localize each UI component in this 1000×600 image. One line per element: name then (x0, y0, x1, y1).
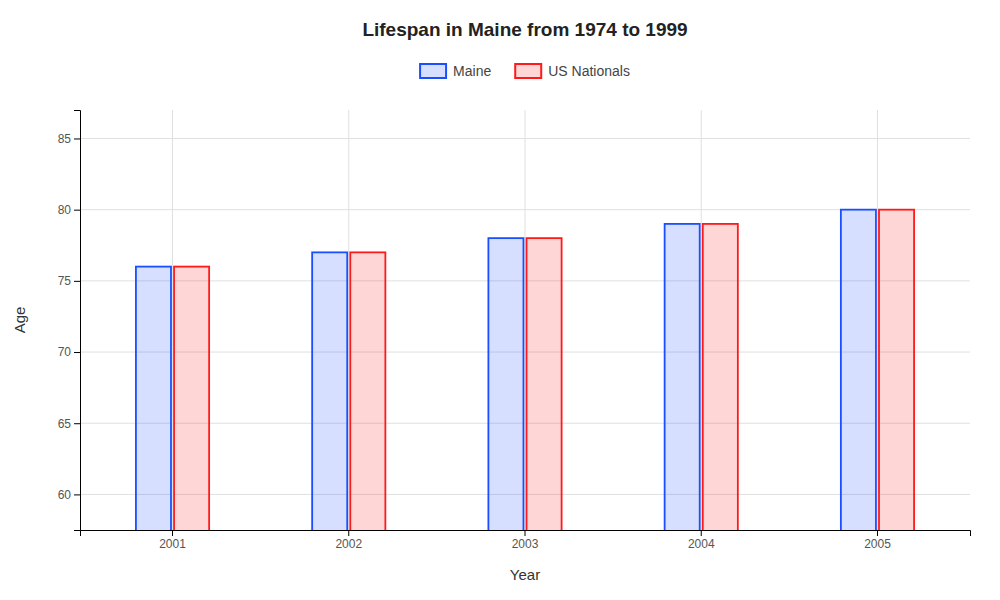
x-tick: 2005 (864, 530, 891, 551)
x-axis-title: Year (510, 566, 540, 583)
x-tick-mark (525, 530, 526, 536)
bar-series (174, 210, 914, 530)
y-tick-mark (74, 210, 80, 211)
x-tick-mark (172, 530, 173, 536)
y-tick-mark (74, 423, 80, 424)
x-tick-mark (877, 530, 878, 536)
grid-line-x (172, 110, 173, 530)
bar (841, 210, 876, 530)
y-tick: 85 (58, 132, 80, 146)
bar (312, 252, 347, 530)
chart: 60 65 70 75 80 85 2001 2002 2003 2004 2005 Year Age L… (0, 0, 1000, 600)
legend-swatch (420, 64, 446, 78)
plot: 60 65 70 75 80 85 2001 2002 2003 2004 2005 (58, 110, 971, 600)
bar (527, 238, 562, 530)
y-tick-label: 70 (58, 345, 72, 359)
y-axis: 60 65 70 75 80 85 (58, 111, 81, 531)
y-tick: 65 (58, 417, 80, 431)
title: Lifespan in Maine from 1974 to 1999 (362, 19, 687, 40)
legend-swatch (515, 64, 541, 78)
grid-line-x (525, 110, 526, 530)
legend-item: US Nationals (515, 63, 630, 79)
x-tick-label: 2002 (335, 537, 362, 551)
y-tick-mark (74, 494, 80, 495)
x-tick: 2002 (335, 530, 362, 551)
y-tick-mark (74, 281, 80, 282)
x-tick-label: 2004 (688, 537, 715, 551)
bar (136, 267, 171, 530)
grid-line-x (348, 110, 349, 530)
x-tick-label: 2001 (159, 537, 186, 551)
y-tick-label: 80 (58, 203, 72, 217)
bars (136, 210, 914, 530)
grid-line-x (701, 110, 702, 530)
y-tick: 60 (58, 488, 80, 502)
y-tick-mark (74, 138, 80, 139)
bar (665, 224, 700, 530)
x-axis: 2001 2002 2003 2004 2005 (81, 530, 971, 551)
x-tick: 2001 (159, 530, 186, 551)
bar (350, 252, 385, 530)
y-axis-title: Age (11, 307, 28, 334)
y-tick: 75 (58, 274, 80, 288)
x-tick-label: 2005 (864, 537, 891, 551)
x-axis-line (81, 531, 971, 537)
bar (174, 267, 209, 530)
y-tick-label: 60 (58, 488, 72, 502)
y-tick: 80 (58, 203, 80, 217)
x-tick-mark (348, 530, 349, 536)
y-tick-label: 85 (58, 132, 72, 146)
legend-label: US Nationals (548, 63, 630, 79)
bar-series (136, 210, 876, 530)
y-axis-line (74, 111, 81, 531)
grid-line-x (877, 110, 878, 530)
y-tick-label: 65 (58, 417, 72, 431)
x-tick-mark (701, 530, 702, 536)
x-tick: 2003 (512, 530, 539, 551)
x-tick-label: 2003 (512, 537, 539, 551)
grid (80, 110, 970, 530)
legend: Maine US Nationals (420, 63, 630, 79)
legend-label: Maine (453, 63, 491, 79)
bar (488, 238, 523, 530)
y-tick: 70 (58, 345, 80, 359)
legend-item: Maine (420, 63, 491, 79)
y-tick-mark (74, 352, 80, 353)
bar (703, 224, 738, 530)
x-tick: 2004 (688, 530, 715, 551)
y-tick-label: 75 (58, 274, 72, 288)
bar (879, 210, 914, 530)
